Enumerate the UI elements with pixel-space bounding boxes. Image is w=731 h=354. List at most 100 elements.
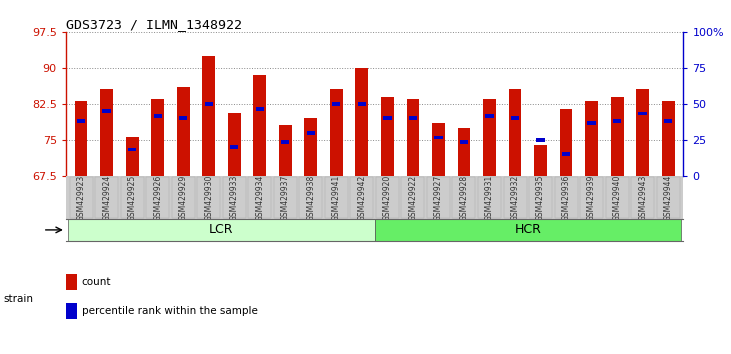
FancyBboxPatch shape — [95, 177, 118, 218]
Text: GSM429942: GSM429942 — [357, 175, 366, 221]
Text: GSM429930: GSM429930 — [204, 174, 213, 221]
FancyBboxPatch shape — [350, 177, 374, 218]
Bar — [613, 119, 621, 122]
Text: GSM429938: GSM429938 — [306, 175, 315, 221]
Bar — [537, 138, 545, 142]
Bar — [102, 109, 111, 113]
Text: HCR: HCR — [515, 223, 541, 236]
Bar — [177, 87, 189, 176]
Bar — [460, 141, 468, 144]
Text: GSM429925: GSM429925 — [128, 175, 137, 221]
Text: GSM429944: GSM429944 — [664, 174, 673, 221]
Bar — [610, 97, 624, 176]
Bar — [509, 90, 521, 176]
Bar — [281, 141, 289, 144]
Bar — [154, 114, 162, 118]
Bar — [77, 119, 86, 122]
Text: percentile rank within the sample: percentile rank within the sample — [82, 306, 258, 316]
Bar — [355, 68, 368, 176]
Bar — [458, 128, 470, 176]
FancyBboxPatch shape — [401, 177, 425, 218]
Bar — [409, 116, 417, 120]
Bar — [511, 116, 519, 120]
Text: GSM429936: GSM429936 — [561, 174, 571, 221]
FancyBboxPatch shape — [121, 177, 143, 218]
Bar — [588, 121, 596, 125]
FancyBboxPatch shape — [146, 177, 169, 218]
Bar — [307, 131, 315, 135]
Bar — [179, 116, 187, 120]
Text: GSM429927: GSM429927 — [434, 175, 443, 221]
FancyBboxPatch shape — [274, 177, 297, 218]
FancyBboxPatch shape — [606, 177, 629, 218]
Bar — [279, 125, 292, 176]
Bar — [664, 119, 673, 122]
Bar — [75, 102, 88, 176]
Bar — [560, 109, 572, 176]
FancyBboxPatch shape — [249, 177, 271, 218]
Text: GSM429928: GSM429928 — [460, 175, 469, 221]
Bar — [128, 148, 136, 152]
Bar — [636, 90, 649, 176]
Bar — [228, 114, 240, 176]
Text: GSM429926: GSM429926 — [154, 175, 162, 221]
Text: GSM429934: GSM429934 — [255, 174, 265, 221]
Bar — [254, 75, 266, 176]
FancyBboxPatch shape — [555, 177, 577, 218]
Text: GSM429937: GSM429937 — [281, 174, 289, 221]
FancyBboxPatch shape — [374, 219, 681, 241]
FancyBboxPatch shape — [223, 177, 246, 218]
Bar — [126, 137, 139, 176]
Text: GSM429941: GSM429941 — [332, 175, 341, 221]
FancyBboxPatch shape — [376, 177, 399, 218]
Bar — [638, 112, 647, 115]
Text: GSM429920: GSM429920 — [383, 175, 392, 221]
Text: GSM429935: GSM429935 — [536, 174, 545, 221]
FancyBboxPatch shape — [580, 177, 603, 218]
Text: GSM429924: GSM429924 — [102, 175, 111, 221]
Text: GSM429922: GSM429922 — [409, 175, 417, 221]
FancyBboxPatch shape — [299, 177, 322, 218]
Bar — [586, 102, 598, 176]
Text: GDS3723 / ILMN_1348922: GDS3723 / ILMN_1348922 — [66, 18, 242, 31]
FancyBboxPatch shape — [325, 177, 348, 218]
Text: GSM429943: GSM429943 — [638, 174, 647, 221]
Bar — [406, 99, 420, 176]
Text: LCR: LCR — [209, 223, 234, 236]
FancyBboxPatch shape — [172, 177, 194, 218]
Text: strain: strain — [4, 294, 34, 304]
Bar — [662, 102, 675, 176]
Bar — [432, 123, 445, 176]
Bar — [151, 99, 164, 176]
Bar — [304, 118, 317, 176]
Bar — [100, 90, 113, 176]
Bar — [357, 102, 366, 106]
Bar — [434, 136, 442, 139]
Bar — [534, 145, 547, 176]
Text: GSM429929: GSM429929 — [178, 175, 188, 221]
FancyBboxPatch shape — [68, 219, 374, 241]
Bar — [381, 97, 394, 176]
Text: GSM429933: GSM429933 — [230, 174, 239, 221]
Text: GSM429932: GSM429932 — [510, 175, 520, 221]
Bar — [205, 102, 213, 106]
Bar — [383, 116, 392, 120]
Text: count: count — [82, 278, 111, 287]
Bar — [562, 152, 570, 156]
FancyBboxPatch shape — [504, 177, 526, 218]
FancyBboxPatch shape — [197, 177, 220, 218]
Text: GSM429940: GSM429940 — [613, 174, 621, 221]
FancyBboxPatch shape — [529, 177, 552, 218]
Bar — [202, 56, 215, 176]
FancyBboxPatch shape — [656, 177, 680, 218]
FancyBboxPatch shape — [478, 177, 501, 218]
Bar — [485, 114, 493, 118]
Text: GSM429939: GSM429939 — [587, 174, 596, 221]
Text: GSM429931: GSM429931 — [485, 175, 494, 221]
Text: GSM429923: GSM429923 — [77, 175, 86, 221]
Bar — [332, 102, 341, 106]
Bar — [256, 107, 264, 110]
FancyBboxPatch shape — [452, 177, 475, 218]
FancyBboxPatch shape — [69, 177, 93, 218]
Bar — [330, 90, 343, 176]
